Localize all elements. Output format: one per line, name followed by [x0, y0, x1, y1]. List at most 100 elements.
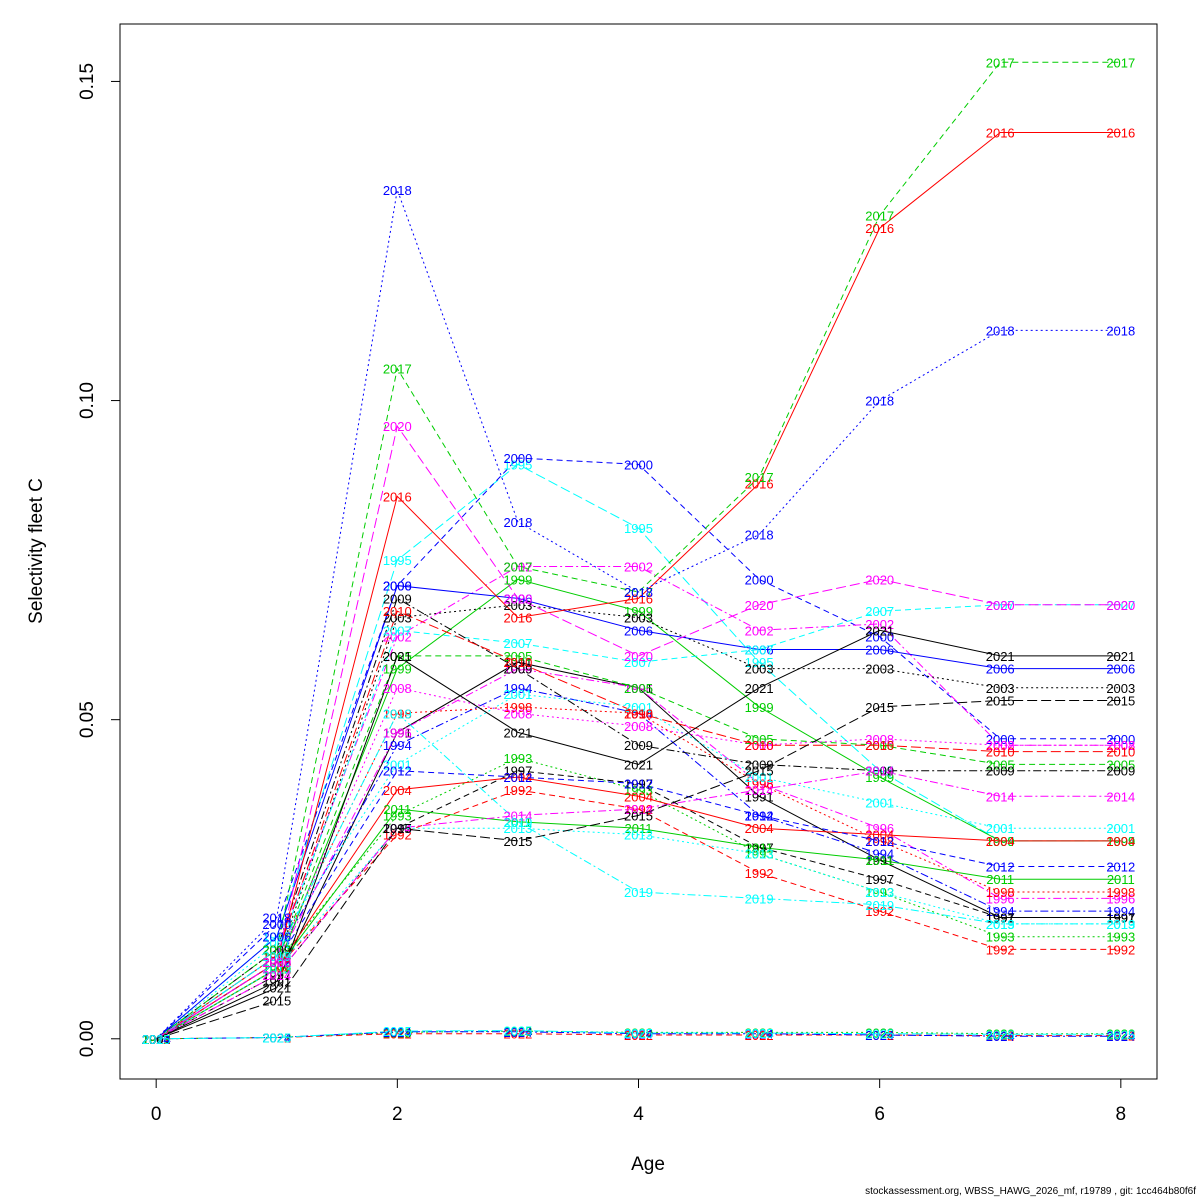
- series-point-label-2006: 2006: [262, 930, 291, 945]
- series-point-label-2003: 2003: [142, 1032, 171, 1047]
- series-point-label-2020: 2020: [142, 1032, 171, 1047]
- series-point-label-2002: 2002: [503, 560, 532, 575]
- series-point-label-1992: 1992: [1106, 942, 1135, 957]
- series-point-label-2006: 2006: [1106, 662, 1135, 677]
- series-point-label-2007: 2007: [986, 598, 1015, 613]
- series-point-label-2005: 2005: [986, 757, 1015, 772]
- series-point-label-2011: 2011: [745, 840, 773, 855]
- series-line-2004: [155, 776, 1121, 1040]
- series-point-label-1995: 1995: [503, 457, 532, 472]
- series-point-label-2016: 2016: [1106, 126, 1135, 141]
- series-point-label-2022: 2022: [865, 1028, 894, 1043]
- series-point-label-2008: 2008: [262, 955, 291, 970]
- series-point-label-2000: 2000: [865, 630, 894, 645]
- series-point-label-1991: 1991: [262, 974, 291, 989]
- y-tick-label: 0.10: [77, 382, 98, 419]
- series-point-label-2004: 2004: [503, 770, 532, 785]
- series-point-label-2025: 2025: [503, 1024, 532, 1039]
- series-point-label-2015: 2015: [745, 764, 774, 779]
- series-point-label-1992: 1992: [745, 866, 774, 881]
- series-point-label-2007: 2007: [262, 949, 291, 964]
- series-point-label-2014: 2014: [986, 789, 1015, 804]
- series-point-label-1992: 1992: [986, 942, 1015, 957]
- series-point-label-2013: 2013: [503, 821, 532, 836]
- series-point-label-2016: 2016: [142, 1032, 171, 1047]
- series-point-label-1995: 1995: [262, 930, 291, 945]
- series-point-label-2001: 2001: [1106, 821, 1135, 836]
- series-point-label-1999: 1999: [986, 834, 1015, 849]
- series-point-label-1993: 1993: [142, 1032, 171, 1047]
- series-point-label-2006: 2006: [142, 1032, 171, 1047]
- series-point-label-2020: 2020: [624, 649, 653, 664]
- series-point-label-2004: 2004: [865, 828, 894, 843]
- series-point-label-2025: 2025: [142, 1032, 171, 1047]
- series-point-label-2016: 2016: [262, 955, 291, 970]
- series-line-2019: [155, 712, 1121, 1040]
- series-point-label-2015: 2015: [986, 694, 1015, 709]
- series-point-label-2009: 2009: [262, 942, 291, 957]
- series-point-label-1991: 1991: [1106, 911, 1135, 926]
- series-point-label-1999: 1999: [1106, 834, 1135, 849]
- series-point-label-2002: 2002: [865, 617, 894, 632]
- series-point-label-1996: 1996: [142, 1032, 171, 1047]
- series-point-label-1999: 1999: [503, 572, 532, 587]
- series-point-label-2017: 2017: [262, 942, 291, 957]
- series-point-label-2016: 2016: [745, 477, 774, 492]
- series-point-label-2008: 2008: [1106, 738, 1135, 753]
- series-point-label-2001: 2001: [383, 757, 412, 772]
- x-tick-label: 6: [874, 1104, 885, 1125]
- x-tick-label: 4: [633, 1104, 644, 1125]
- series-point-label-2017: 2017: [865, 209, 894, 224]
- series-point-label-2001: 2001: [745, 770, 774, 785]
- series-line-2010: [155, 610, 1121, 1040]
- series-point-label-2007: 2007: [503, 636, 532, 651]
- series-point-label-2021: 2021: [745, 681, 774, 696]
- series-point-label-2000: 2000: [986, 732, 1015, 747]
- series-point-label-2017: 2017: [624, 585, 653, 600]
- series-point-label-2022: 2022: [624, 1028, 653, 1043]
- series-point-label-2015: 2015: [624, 808, 653, 823]
- series-point-label-2021: 2021: [383, 649, 412, 664]
- series-point-label-1992: 1992: [624, 802, 653, 817]
- series-point-label-2025: 2025: [262, 1031, 291, 1046]
- series-point-label-2012: 2012: [865, 834, 894, 849]
- series-point-label-2020: 2020: [262, 955, 291, 970]
- series-point-label-1997: 1997: [745, 840, 774, 855]
- series-point-label-2013: 2013: [624, 828, 653, 843]
- series-point-label-2009: 2009: [865, 764, 894, 779]
- series-point-label-2017: 2017: [503, 560, 532, 575]
- series-point-label-1994: 1994: [1106, 904, 1135, 919]
- series-point-label-1993: 1993: [745, 847, 774, 862]
- series-point-label-1993: 1993: [1106, 930, 1135, 945]
- series-point-label-2005: 2005: [624, 681, 653, 696]
- series-point-label-2001: 2001: [262, 936, 291, 951]
- series-point-label-2021: 2021: [986, 649, 1015, 664]
- series-point-label-1994: 1994: [262, 949, 291, 964]
- series-point-label-1997: 1997: [624, 777, 653, 792]
- series-point-label-2006: 2006: [624, 623, 653, 638]
- series-point-label-2000: 2000: [745, 572, 774, 587]
- series-point-label-2016: 2016: [865, 221, 894, 236]
- series-point-label-2010: 2010: [142, 1032, 171, 1047]
- series-lines: [155, 61, 1121, 1040]
- series-point-label-2017: 2017: [1106, 55, 1135, 70]
- series-point-label-1994: 1994: [503, 681, 532, 696]
- series-point-label-2010: 2010: [865, 738, 894, 753]
- series-point-label-2007: 2007: [142, 1032, 171, 1047]
- series-point-label-2000: 2000: [624, 457, 653, 472]
- series-point-label-2005: 2005: [865, 738, 894, 753]
- series-point-label-2020: 2020: [986, 598, 1015, 613]
- series-point-label-2000: 2000: [503, 451, 532, 466]
- series-point-label-2018: 2018: [503, 515, 532, 530]
- series-point-label-2014: 2014: [865, 764, 894, 779]
- series-point-label-2004: 2004: [262, 962, 291, 977]
- series-point-label-2018: 2018: [142, 1032, 171, 1047]
- series-point-label-2010: 2010: [986, 745, 1015, 760]
- series-point-label-1997: 1997: [262, 968, 291, 983]
- series-point-label-2009: 2009: [503, 662, 532, 677]
- series-point-label-2003: 2003: [624, 611, 653, 626]
- series-point-label-2008: 2008: [986, 738, 1015, 753]
- series-point-label-1991: 1991: [142, 1032, 171, 1047]
- series-point-label-2014: 2014: [383, 821, 412, 836]
- series-point-label-2023: 2023: [745, 1025, 774, 1040]
